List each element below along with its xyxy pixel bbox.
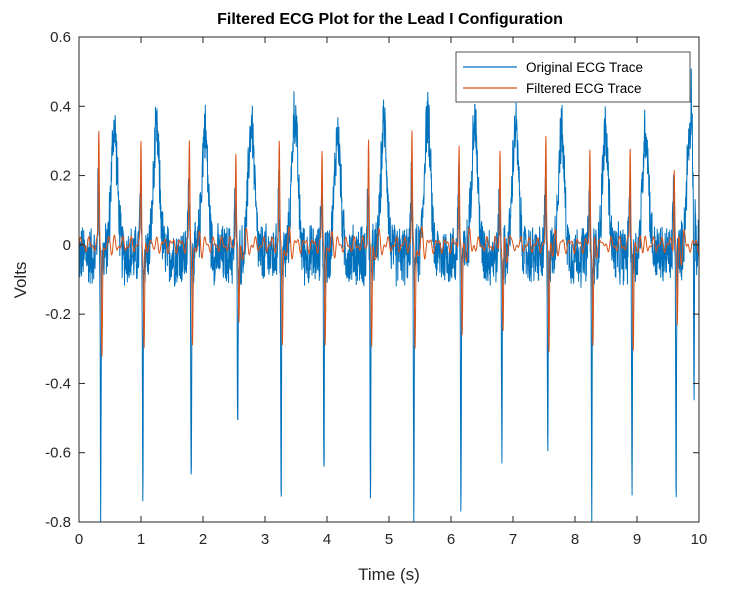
chart-title: Filtered ECG Plot for the Lead I Configu… — [217, 11, 563, 28]
legend: Original ECG Trace Filtered ECG Trace — [455, 51, 691, 103]
y-tick-label: 0.2 — [50, 168, 71, 185]
legend-label-filtered: Filtered ECG Trace — [526, 81, 642, 96]
x-tick-label: 0 — [75, 531, 83, 548]
x-tick-label: 1 — [137, 531, 145, 548]
x-tick-label: 8 — [571, 531, 579, 548]
x-tick-label: 6 — [447, 531, 455, 548]
series-layer — [78, 68, 700, 523]
plot-area — [79, 37, 699, 522]
tick-layer: 0 1 2 3 4 5 6 7 8 9 10 -0.8 -0.6 -0.4 -0.2 0 0.2 0.4 0.6 — [45, 29, 707, 548]
y-tick-label: 0.6 — [50, 29, 71, 46]
y-tick-label: -0.4 — [45, 375, 71, 392]
x-tick-label: 2 — [199, 531, 207, 548]
x-axis-label: Time (s) — [358, 565, 420, 584]
legend-label-original: Original ECG Trace — [526, 60, 643, 75]
legend-box — [455, 51, 691, 103]
y-tick-label: -0.6 — [45, 445, 71, 462]
y-tick-label: 0 — [63, 237, 71, 254]
x-tick-label: 9 — [633, 531, 641, 548]
y-tick-label: 0.4 — [50, 98, 71, 115]
y-tick-label: -0.2 — [45, 306, 71, 323]
x-tick-label: 5 — [385, 531, 393, 548]
series-filtered-ecg-line — [78, 130, 700, 357]
y-axis-label: Volts — [11, 262, 30, 299]
x-tick-label: 3 — [261, 531, 269, 548]
y-tick-label: -0.8 — [45, 514, 71, 531]
x-tick-label: 10 — [691, 531, 708, 548]
x-tick-label: 7 — [509, 531, 517, 548]
x-tick-label: 4 — [323, 531, 331, 548]
